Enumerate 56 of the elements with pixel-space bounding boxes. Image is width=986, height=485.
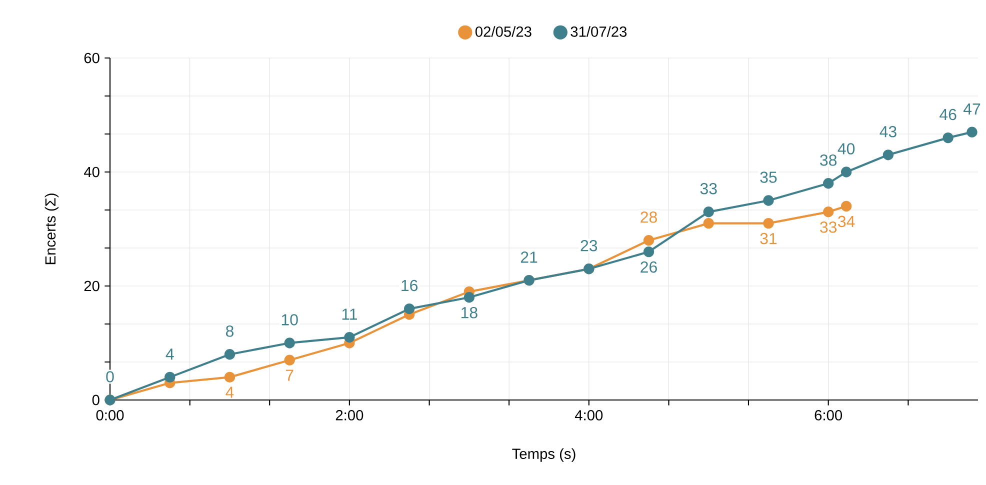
data-label: 4 bbox=[166, 348, 174, 360]
point bbox=[224, 372, 236, 383]
data-label: 34 bbox=[838, 216, 855, 228]
data-label: 40 bbox=[838, 143, 855, 154]
data-label: 33 bbox=[700, 182, 717, 194]
data-label: 43 bbox=[880, 126, 896, 138]
data-label: 38 bbox=[820, 154, 837, 166]
point bbox=[823, 206, 834, 218]
point bbox=[882, 150, 894, 160]
point bbox=[284, 338, 295, 348]
point bbox=[840, 166, 852, 178]
data-label: 23 bbox=[580, 240, 598, 252]
point bbox=[643, 246, 654, 258]
y-tick-label: 20 bbox=[84, 280, 100, 292]
point bbox=[966, 126, 978, 138]
point bbox=[703, 218, 714, 229]
data-label: 16 bbox=[402, 280, 418, 292]
x-tick-label: 0:00 bbox=[96, 410, 124, 420]
point bbox=[763, 218, 774, 229]
point bbox=[224, 349, 236, 360]
legend-label: 02/05/23 bbox=[475, 26, 532, 37]
data-label: 46 bbox=[940, 108, 956, 120]
point bbox=[763, 195, 774, 206]
y-axis-title: Encerts (Σ) bbox=[44, 194, 58, 264]
y-tick-label: 0 bbox=[92, 394, 100, 406]
point bbox=[942, 132, 954, 144]
x-axis-title: Temps (s) bbox=[512, 448, 576, 462]
x-tick-label: 4:00 bbox=[574, 410, 603, 420]
data-label: 18 bbox=[461, 306, 478, 318]
point bbox=[703, 206, 714, 218]
data-label: 0 bbox=[106, 371, 114, 382]
point bbox=[344, 332, 355, 343]
data-label: 47 bbox=[963, 104, 980, 114]
y-tick-label: 40 bbox=[84, 166, 100, 178]
data-label: 4 bbox=[226, 386, 234, 398]
point bbox=[164, 372, 176, 383]
point bbox=[284, 354, 295, 366]
data-label: 7 bbox=[286, 370, 294, 381]
point bbox=[840, 200, 852, 212]
point bbox=[464, 292, 475, 303]
point bbox=[643, 235, 654, 246]
data-label: 31 bbox=[760, 232, 777, 244]
data-label: 10 bbox=[282, 314, 298, 326]
data-label: 35 bbox=[760, 172, 777, 183]
x-tick-label: 2:00 bbox=[336, 410, 364, 420]
y-tick-label: 60 bbox=[84, 52, 100, 64]
data-label: 8 bbox=[226, 325, 234, 337]
point bbox=[404, 303, 415, 314]
data-label: 28 bbox=[640, 211, 657, 223]
data-label: 11 bbox=[342, 308, 357, 320]
data-label: 21 bbox=[520, 252, 538, 263]
point bbox=[823, 178, 834, 189]
legend-label: 31/07/23 bbox=[570, 26, 627, 37]
data-label: 26 bbox=[640, 261, 657, 273]
data-label: 33 bbox=[820, 222, 837, 233]
x-tick-label: 6:00 bbox=[814, 410, 842, 420]
